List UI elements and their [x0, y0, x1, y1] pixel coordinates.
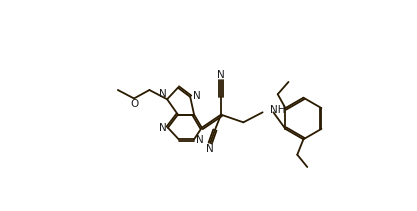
Text: N: N: [193, 91, 200, 101]
Text: N: N: [217, 70, 225, 80]
Text: N: N: [206, 143, 214, 154]
Text: N: N: [159, 89, 167, 99]
Text: N: N: [158, 123, 166, 133]
Text: NH: NH: [269, 105, 285, 115]
Text: O: O: [131, 99, 139, 109]
Text: N: N: [196, 135, 203, 145]
